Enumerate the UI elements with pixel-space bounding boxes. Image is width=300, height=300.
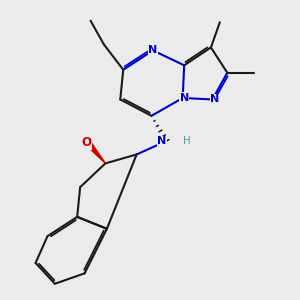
Text: N: N: [180, 93, 189, 103]
Text: N: N: [148, 45, 158, 56]
Text: H: H: [183, 136, 191, 146]
Text: N: N: [157, 136, 166, 146]
Text: O: O: [81, 136, 91, 149]
Text: N: N: [210, 94, 219, 104]
Polygon shape: [85, 141, 105, 164]
